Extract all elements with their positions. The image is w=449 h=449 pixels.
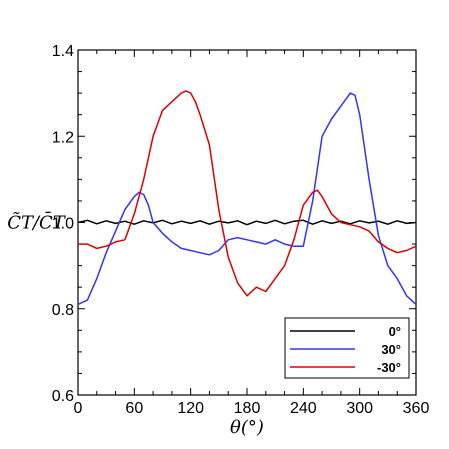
y-tick-label: 1.0 (52, 216, 74, 233)
y-tick-label: 1.4 (52, 43, 74, 60)
x-tick-label: 180 (234, 400, 261, 417)
y-tick-label: 0.8 (52, 302, 74, 319)
x-tick-label: 240 (290, 400, 317, 417)
series-line-1 (77, 92, 417, 306)
x-tick-label: 120 (177, 400, 204, 417)
series-line-2 (78, 90, 417, 297)
legend-label-1: 30° (381, 342, 401, 357)
x-axis-label: θ(°) (230, 417, 264, 438)
legend-box (284, 317, 410, 379)
legend: 0° 30° -30° (284, 317, 410, 379)
x-tick-label: 300 (346, 400, 373, 417)
tick-labels: 0 60 120 180 240 300 360 0.6 0.8 1.0 1.2 1.4 (52, 43, 430, 417)
legend-label-2: -30° (377, 360, 401, 375)
series-lines (77, 90, 417, 306)
x-tick-label: 60 (125, 400, 143, 417)
y-tick-label: 0.6 (52, 388, 74, 405)
series-line-0 (77, 219, 417, 226)
x-tick-label: 0 (74, 400, 83, 417)
y-tick-label: 1.2 (52, 129, 74, 146)
legend-label-0: 0° (389, 324, 401, 339)
y-axis-label: C̃T/C̄T (7, 210, 67, 233)
x-tick-label: 360 (403, 400, 430, 417)
